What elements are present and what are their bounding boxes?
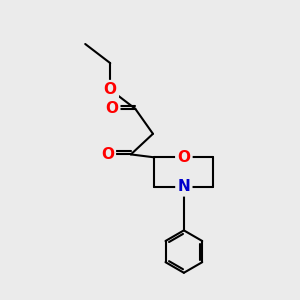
Text: O: O — [101, 147, 114, 162]
Text: O: O — [177, 150, 190, 165]
Text: O: O — [105, 101, 118, 116]
Text: N: N — [178, 179, 190, 194]
Text: O: O — [104, 82, 117, 97]
